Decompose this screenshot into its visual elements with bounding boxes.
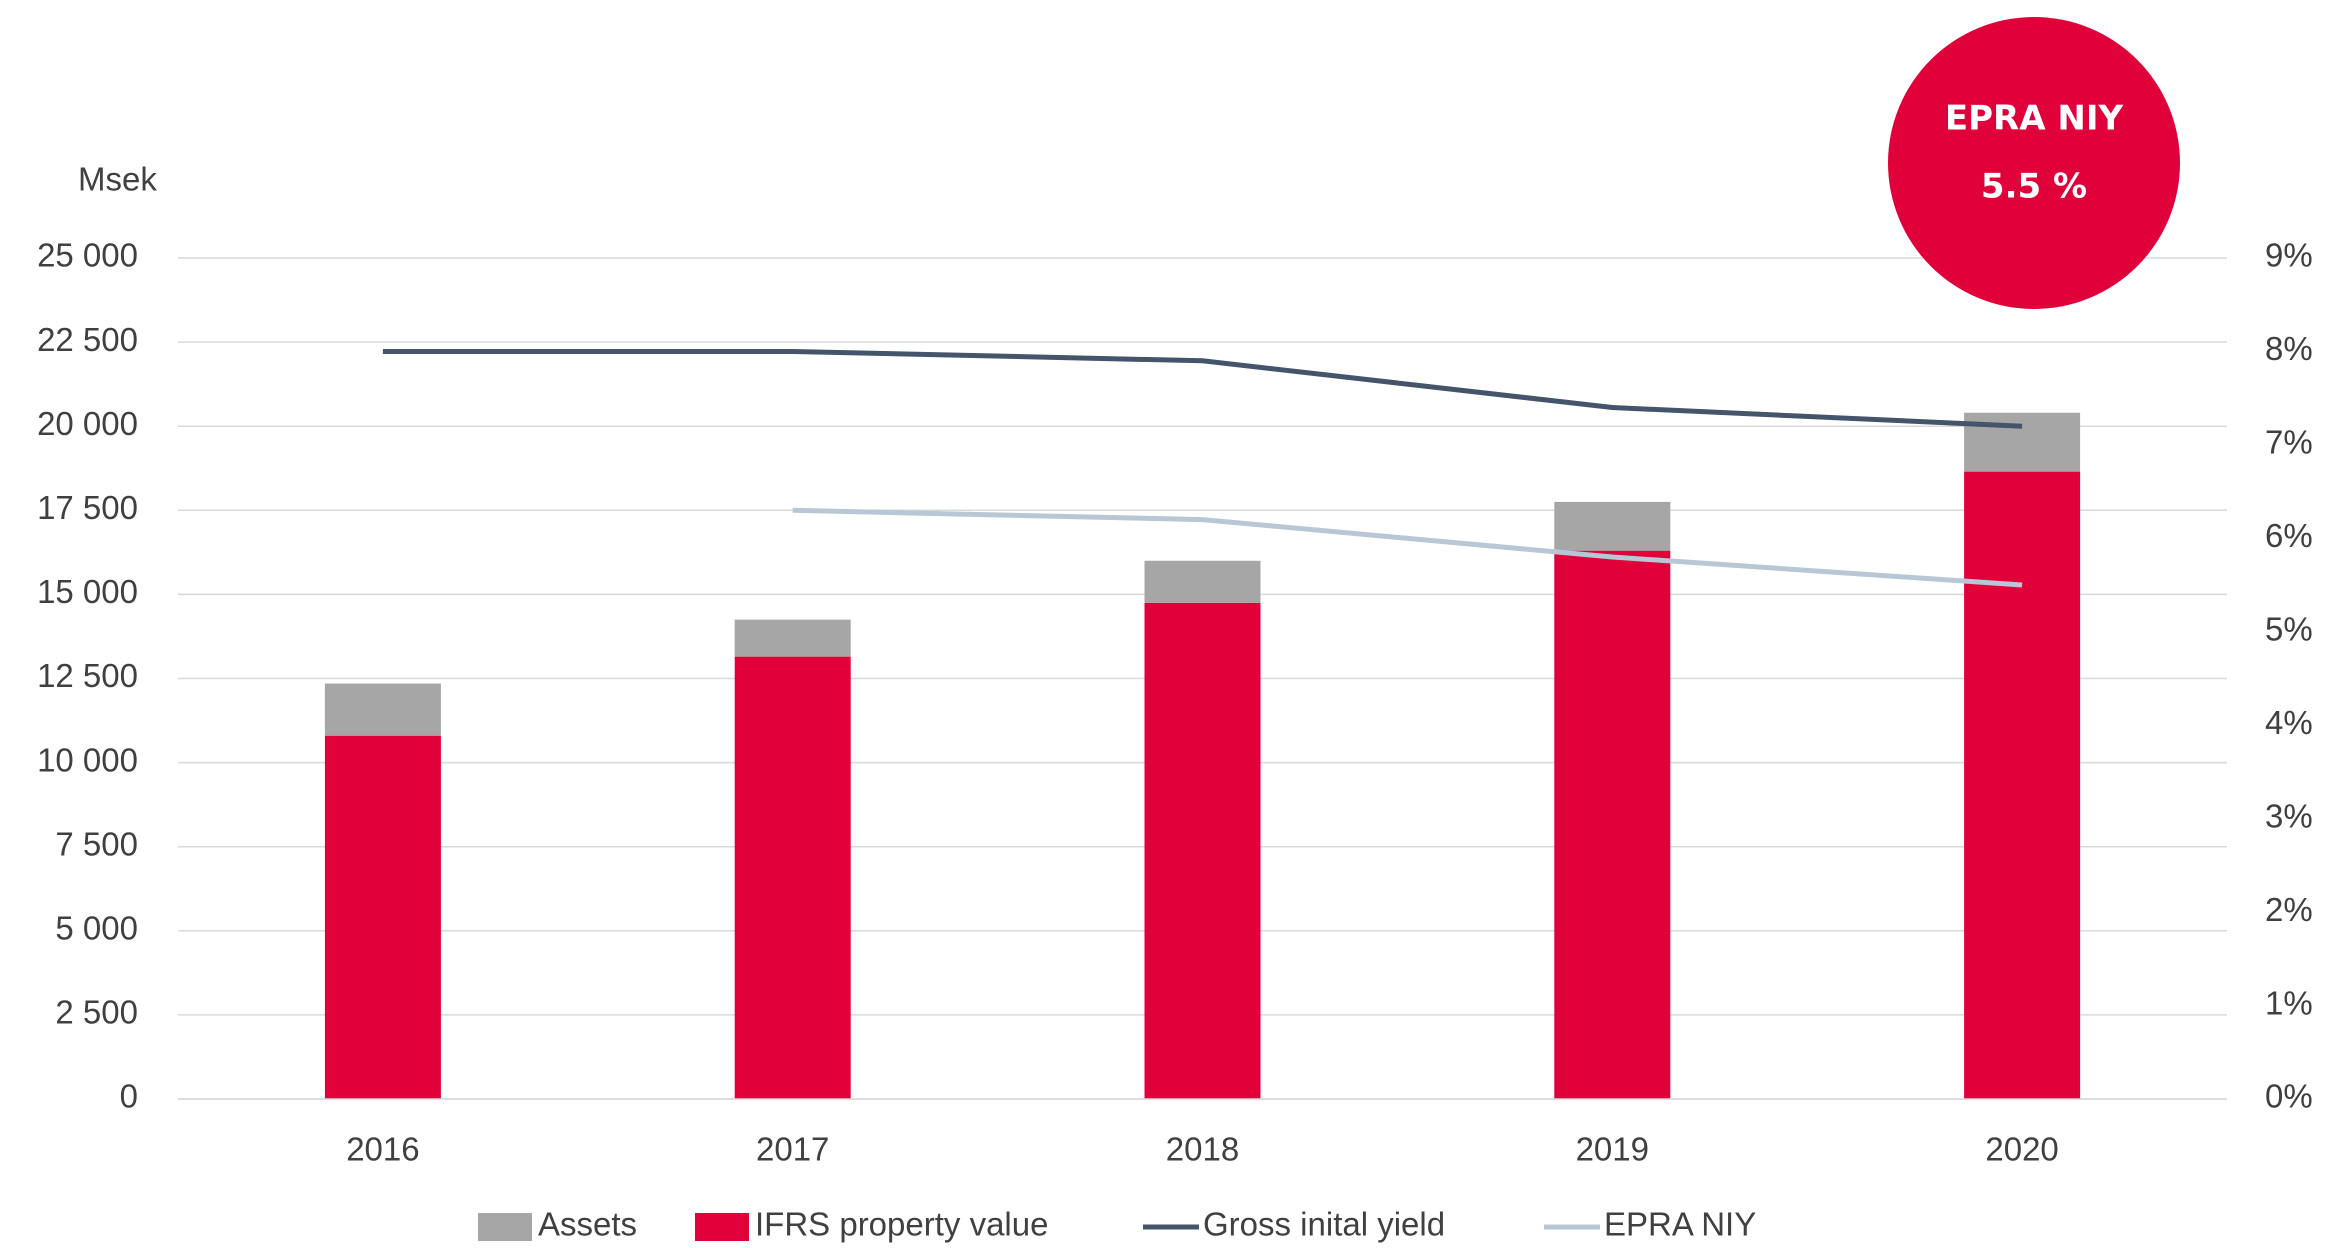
x-tick-label: 2017: [756, 1131, 829, 1168]
y-tick-label: 17 500: [37, 489, 138, 526]
y-tick-label: 25 000: [37, 237, 138, 274]
legend-swatch: [695, 1213, 749, 1241]
y2-tick-label: 0%: [2265, 1078, 2313, 1115]
bar: [734, 619, 851, 657]
y-tick-label: 7 500: [55, 825, 138, 862]
x-tick-label: 2018: [1166, 1131, 1239, 1168]
x-tick-label: 2019: [1576, 1131, 1649, 1168]
badge-value: 5.5 %: [1981, 167, 2087, 207]
y2-tick-label: 5%: [2265, 610, 2313, 647]
bar: [1144, 560, 1261, 603]
line-series: [792, 507, 2023, 588]
bar: [1554, 550, 1671, 1099]
legend-label: Gross inital yield: [1203, 1206, 1445, 1243]
bar: [1964, 471, 2081, 1099]
bar: [734, 656, 851, 1099]
legend-label: IFRS property value: [755, 1206, 1048, 1243]
bar: [1144, 602, 1261, 1099]
y-axis-label: Msek: [78, 161, 157, 198]
x-tick-label: 2016: [346, 1131, 419, 1168]
y2-tick-label: 8%: [2265, 330, 2313, 367]
legend-label: Assets: [538, 1206, 637, 1243]
y2-tick-label: 2%: [2265, 891, 2313, 928]
bar: [1964, 412, 2081, 472]
y2-tick-label: 7%: [2265, 424, 2313, 461]
bar: [324, 683, 441, 736]
y-tick-label: 10 000: [37, 741, 138, 778]
legend-label: EPRA NIY: [1604, 1206, 1756, 1243]
y2-tick-label: 3%: [2265, 797, 2313, 834]
y-tick-label: 20 000: [37, 405, 138, 442]
y-tick-label: 22 500: [37, 321, 138, 358]
legend-swatch: [478, 1213, 532, 1241]
bar: [324, 735, 441, 1099]
y-tick-label: 5 000: [55, 910, 138, 947]
y-tick-label: 12 500: [37, 657, 138, 694]
badge-title: EPRA NIY: [1945, 99, 2124, 139]
y2-tick-label: 6%: [2265, 517, 2313, 554]
y-tick-label: 2 500: [55, 994, 138, 1031]
badge: [1888, 17, 2180, 309]
y2-tick-label: 4%: [2265, 704, 2313, 741]
bar: [1554, 501, 1671, 551]
x-tick-label: 2020: [1985, 1131, 2058, 1168]
y-tick-label: 15 000: [37, 573, 138, 610]
y2-tick-label: 1%: [2265, 984, 2313, 1021]
y-tick-label: 0: [120, 1078, 138, 1115]
line-series: [382, 348, 2023, 429]
y2-tick-label: 9%: [2265, 237, 2313, 274]
